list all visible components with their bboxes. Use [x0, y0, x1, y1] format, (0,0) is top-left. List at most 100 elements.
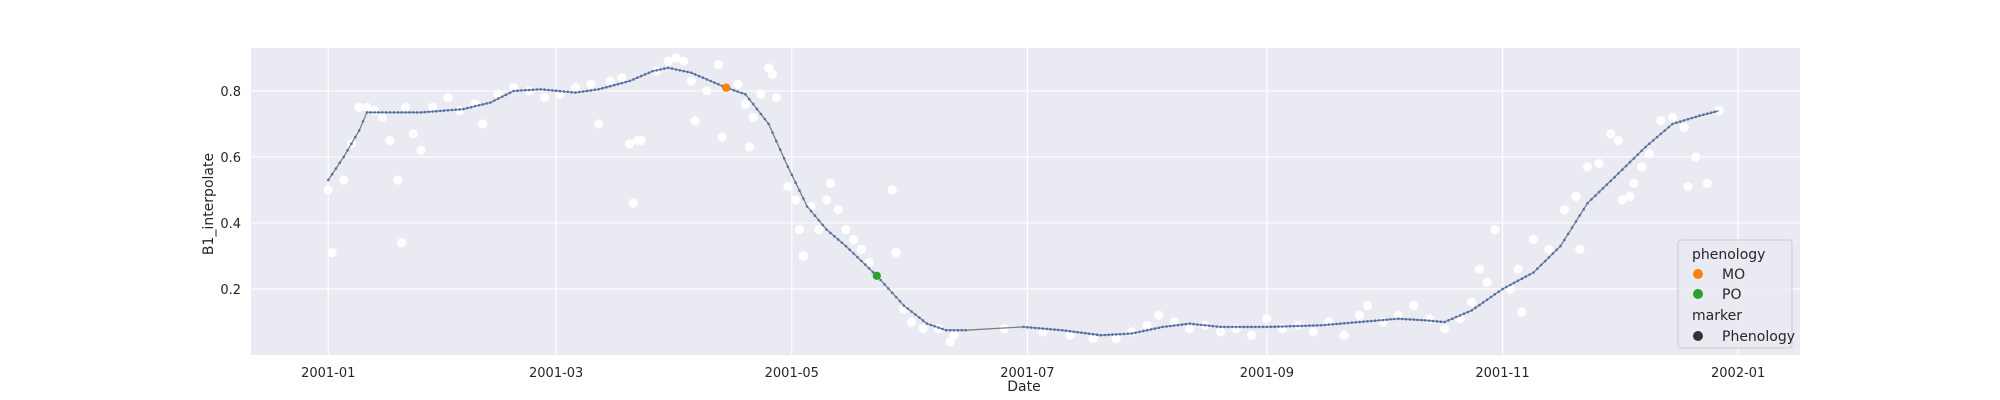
interpolated-marker [659, 68, 662, 71]
interpolated-marker [508, 91, 512, 95]
raw-observation-point [767, 69, 778, 80]
interpolated-marker [1169, 324, 1172, 328]
interpolated-marker [1648, 142, 1651, 145]
raw-observation-point [1667, 112, 1678, 122]
grid-lines [251, 48, 1800, 355]
interpolated-marker [655, 69, 658, 72]
raw-observation-point [1617, 195, 1627, 205]
interpolated-marker [1694, 115, 1697, 119]
interpolated-marker [1095, 333, 1099, 337]
raw-observation-point [1440, 323, 1450, 334]
interpolated-marker [956, 328, 960, 332]
raw-observation-point [740, 99, 751, 109]
interpolated-marker [1655, 135, 1659, 139]
raw-observation-point [791, 195, 801, 205]
interpolated-marker [1157, 326, 1161, 330]
interpolated-marker [1404, 317, 1408, 321]
interpolated-marker [431, 110, 434, 113]
interpolated-marker [848, 248, 851, 252]
interpolated-marker [361, 120, 365, 123]
interpolated-marker [701, 76, 705, 79]
interpolated-marker [450, 108, 454, 112]
interpolated-marker [1574, 220, 1578, 223]
interpolated-marker [1709, 111, 1713, 114]
raw-observation-point [794, 224, 805, 235]
interpolated-marker [929, 323, 933, 327]
interpolated-marker [1520, 277, 1524, 281]
interpolated-marker [1563, 238, 1566, 242]
interpolated-marker [1323, 323, 1327, 327]
raw-observation-point [1154, 310, 1164, 320]
interpolated-marker [643, 73, 647, 76]
interpolated-marker [1632, 157, 1636, 160]
raw-observation-point [833, 205, 843, 215]
raw-observation-point [906, 317, 917, 327]
interpolated-marker [1049, 328, 1052, 331]
interpolated-marker [805, 205, 809, 208]
interpolated-marker [396, 111, 400, 114]
interpolated-marker [1636, 153, 1640, 156]
interpolated-marker [1292, 324, 1296, 328]
interpolated-marker [1439, 320, 1443, 324]
x-tick-label: 2001-09 [1240, 366, 1294, 381]
interpolated-marker [844, 244, 848, 248]
interpolated-marker [485, 102, 488, 105]
interpolated-marker [1412, 318, 1415, 321]
interpolated-marker [373, 111, 376, 114]
interpolated-marker [964, 328, 967, 332]
interpolated-marker [504, 93, 508, 97]
interpolated-marker [477, 104, 481, 107]
interpolated-marker [1532, 271, 1535, 274]
interpolated-marker [1566, 232, 1570, 236]
interpolated-marker [1690, 116, 1694, 120]
interpolated-marker [941, 327, 944, 331]
interpolated-marker [1628, 160, 1632, 164]
phenology-points [721, 83, 881, 280]
interpolated-marker [1435, 320, 1439, 323]
interpolated-marker [1057, 328, 1060, 332]
interpolated-marker [388, 111, 392, 114]
interpolated-marker [686, 70, 689, 74]
raw-observation-point [771, 92, 781, 103]
interpolated-marker [1099, 333, 1103, 337]
raw-observation-point [408, 129, 418, 139]
interpolated-marker [836, 238, 840, 241]
raw-observation-point [539, 92, 550, 103]
interpolated-marker [1230, 325, 1234, 329]
interpolated-marker [860, 259, 863, 263]
raw-observation-point [702, 86, 712, 96]
interpolated-marker [1393, 317, 1396, 321]
y-tick-label: 0.2 [220, 283, 241, 298]
interpolated-marker [1080, 331, 1083, 335]
phenology-point-mo [721, 83, 731, 92]
raw-observation-point [949, 330, 959, 340]
interpolated-marker [879, 278, 882, 282]
interpolated-marker [1458, 314, 1462, 317]
interpolated-marker [574, 91, 577, 94]
interpolated-marker [1617, 172, 1620, 175]
legend-box [1677, 239, 1793, 349]
legend-label-phenology: Phenology [1722, 329, 1795, 345]
interpolated-marker [1064, 329, 1068, 333]
interpolated-marker [411, 111, 415, 114]
interpolated-marker [674, 68, 678, 71]
interpolated-marker [570, 90, 573, 94]
legend: phenology MO PO marker Phenology [1677, 239, 1795, 349]
raw-observation-point [1571, 191, 1581, 202]
interpolated-marker [1250, 325, 1253, 329]
interpolated-marker [852, 252, 855, 255]
interpolated-marker [1478, 303, 1481, 307]
raw-observation-point [1582, 162, 1593, 172]
x-tick-label: 2001-05 [765, 366, 819, 381]
interpolated-marker [1084, 331, 1087, 335]
interpolated-marker [628, 79, 631, 83]
interpolated-marker [1590, 198, 1593, 201]
raw-observation-point [1474, 264, 1484, 274]
interpolated-marker [558, 89, 562, 93]
raw-observation-point [1409, 300, 1419, 311]
raw-observation-point [427, 102, 438, 113]
x-tick-label: 2001-03 [529, 366, 583, 381]
interpolated-marker [1022, 325, 1025, 329]
raw-observation-point [1246, 330, 1257, 340]
interpolated-marker [1138, 330, 1141, 334]
